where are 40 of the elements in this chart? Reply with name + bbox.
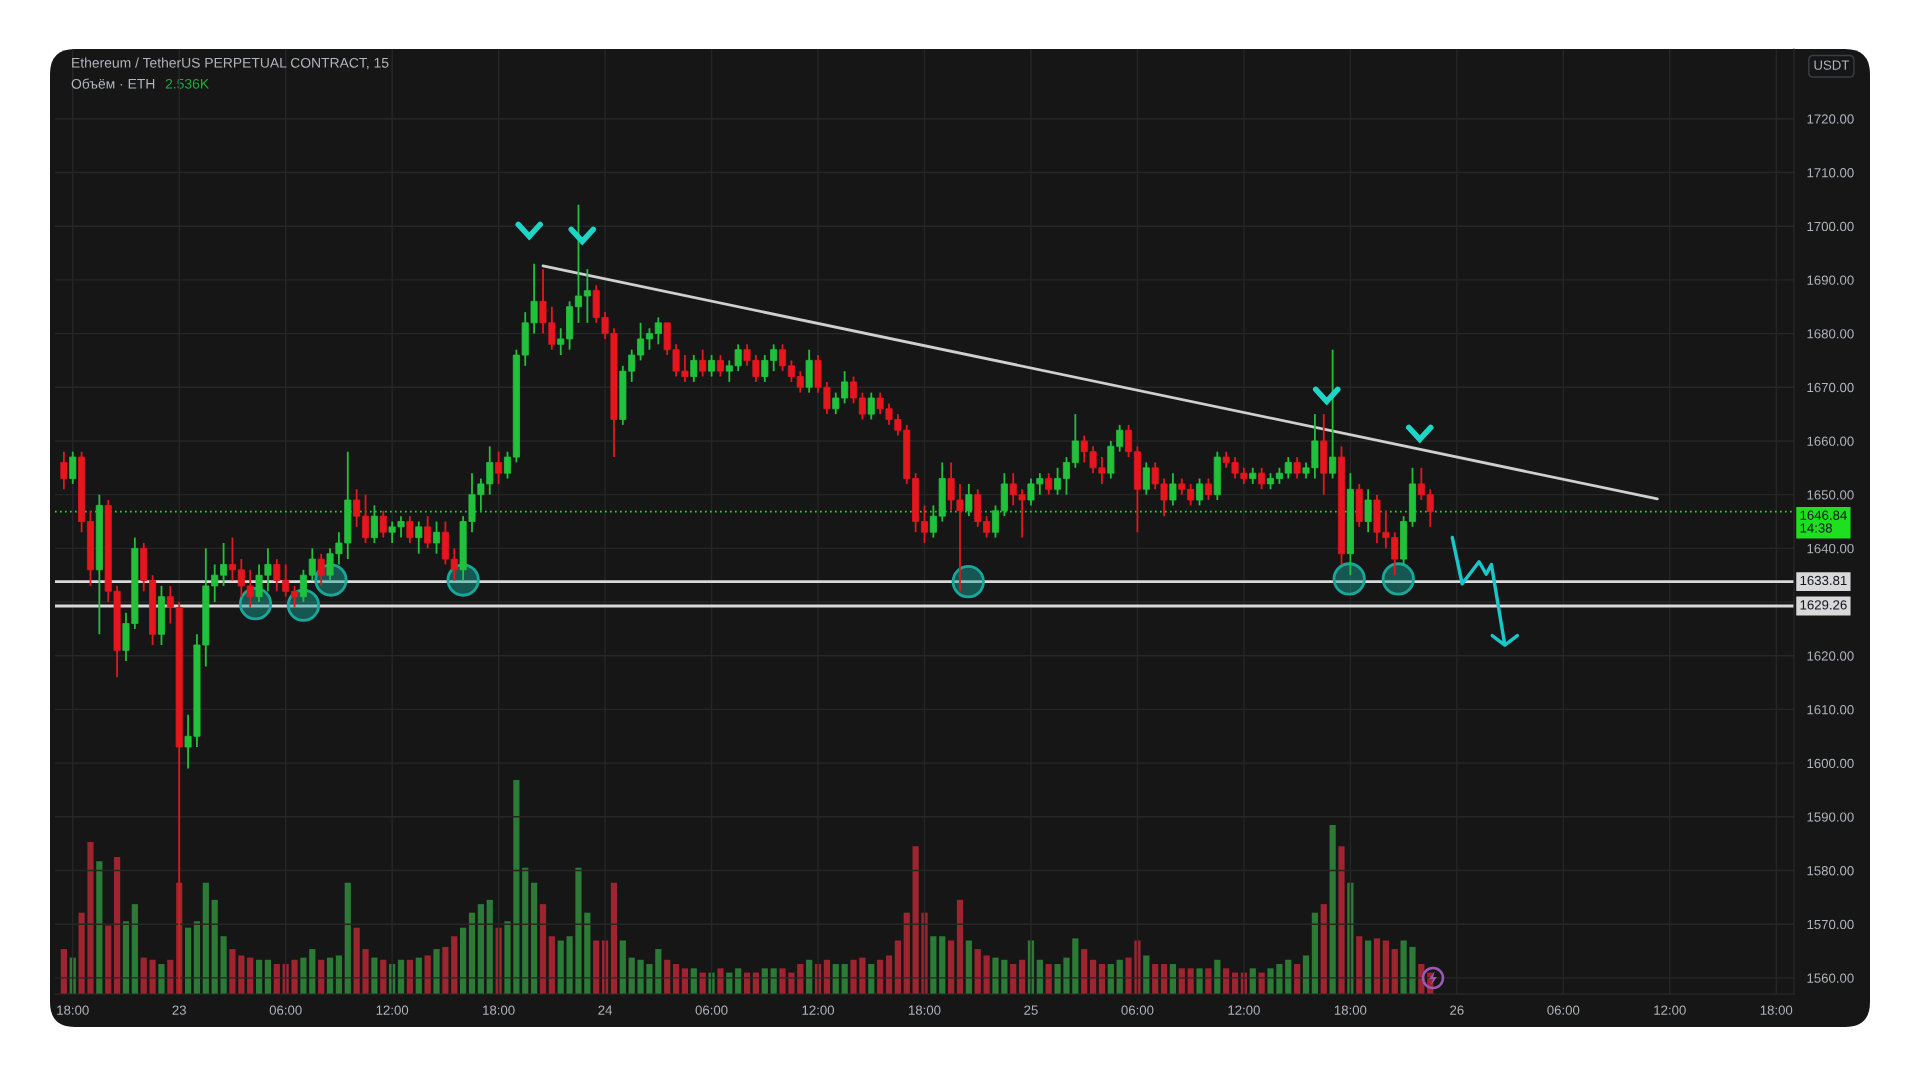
y-tick-label: 1620.00 — [1807, 651, 1854, 661]
x-tick-label: 18:00 — [1334, 1005, 1367, 1015]
text: Ethereum / TetherUS PERPETUAL CONTRACT, 15 — [72, 57, 389, 70]
y-tick-label: 1650.00 — [1807, 490, 1854, 500]
x-tick-label: 06:00 — [1547, 1005, 1580, 1015]
y-tick-label: 1660.00 — [1807, 436, 1854, 446]
x-tick-label: 12:00 — [376, 1005, 409, 1015]
ref-line-label: 1633.81 — [1800, 575, 1847, 586]
x-tick-label: 06:00 — [1121, 1005, 1154, 1015]
y-axis-title: USDT — [1814, 60, 1850, 70]
x-tick-label: 06:00 — [269, 1005, 302, 1015]
y-tick-label: 1690.00 — [1807, 275, 1854, 285]
x-tick-label: 18:00 — [57, 1005, 89, 1015]
y-tick-label: 1700.00 — [1807, 221, 1854, 232]
x-tick-label: 24 — [598, 1005, 613, 1015]
x-tick-label: 23 — [172, 1005, 186, 1015]
x-tick-label: 12:00 — [1654, 1005, 1686, 1015]
y-tick-label: 1640.00 — [1807, 543, 1854, 554]
ref-line-label: 1646.84 14:38 — [1800, 510, 1847, 533]
y-tick-label: 1560.00 — [1807, 973, 1854, 983]
y-tick-label: 1590.00 — [1807, 812, 1854, 822]
chart-title: Объём · ETH — [71, 78, 155, 89]
y-tick-label: 1580.00 — [1807, 866, 1854, 876]
y-tick-label: 1670.00 — [1807, 382, 1854, 393]
x-tick-label: 26 — [1450, 1005, 1464, 1015]
ref-line-label: 1629.26 — [1800, 600, 1847, 610]
x-tick-label: 12:00 — [1228, 1005, 1260, 1015]
x-tick-label: 06:00 — [695, 1005, 728, 1015]
y-tick-label: 1570.00 — [1807, 919, 1854, 930]
x-tick-label: 18:00 — [1760, 1005, 1793, 1015]
y-tick-label: 1710.00 — [1807, 168, 1854, 178]
y-tick-label: 1610.00 — [1807, 704, 1854, 715]
x-tick-label: 18:00 — [909, 1005, 941, 1015]
y-tick-label: 1680.00 — [1807, 329, 1854, 339]
y-tick-label: 1600.00 — [1807, 758, 1854, 769]
x-tick-label: 18:00 — [483, 1005, 515, 1015]
annotation: 2.536K — [165, 78, 209, 89]
x-tick-label: 25 — [1024, 1005, 1038, 1015]
x-tick-label: 12:00 — [802, 1005, 835, 1015]
y-tick-label: 1720.00 — [1807, 114, 1854, 124]
